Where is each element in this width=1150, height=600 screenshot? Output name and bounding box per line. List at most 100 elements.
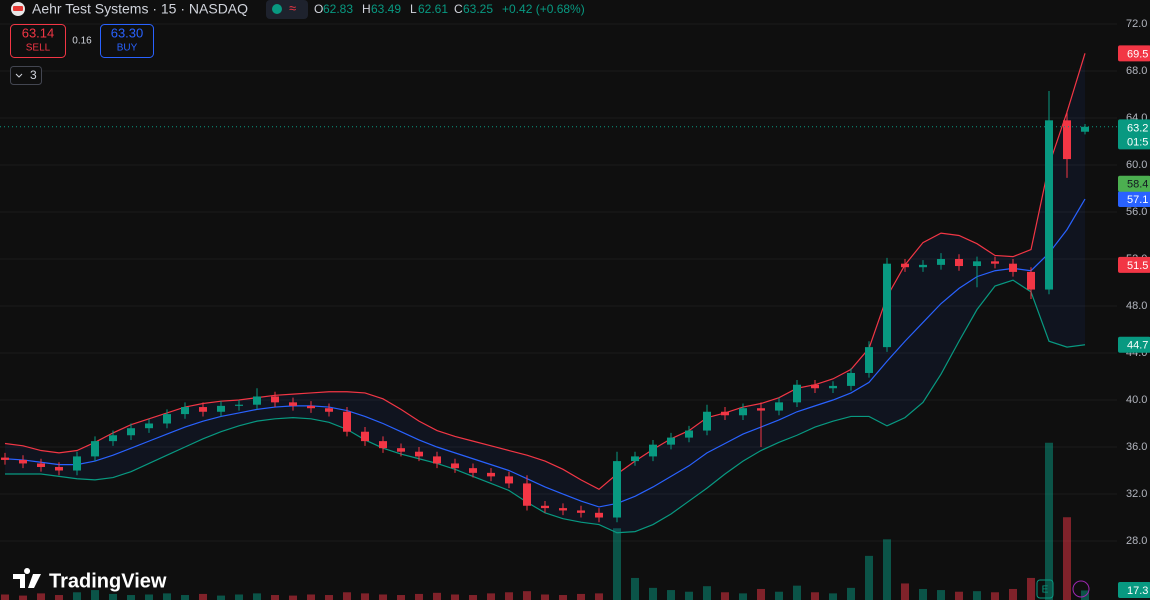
tv-logo-icon: [13, 568, 41, 588]
ohlc-value: 62.61: [418, 2, 448, 16]
candle-body: [775, 402, 783, 411]
earnings-icon[interactable]: [1036, 579, 1054, 599]
y-tick-label: 28.0: [1126, 535, 1147, 547]
level-tag-bg: [1118, 256, 1150, 273]
candle-body: [613, 461, 621, 518]
volume-bar: [487, 593, 495, 600]
volume-bar: [505, 592, 513, 600]
volume-bar: [955, 591, 963, 600]
ohlc-label: O: [314, 2, 323, 16]
volume-bar: [163, 593, 171, 600]
y-tick-label: 56.0: [1126, 206, 1147, 218]
sell-button[interactable]: [10, 24, 66, 58]
candle-body: [703, 411, 711, 431]
candle-body: [199, 407, 207, 412]
volume-bar: [73, 592, 81, 600]
volume-bar: [577, 593, 585, 600]
volume-bar: [559, 595, 567, 600]
candle-body: [811, 384, 819, 389]
spread: 0.16: [72, 36, 92, 47]
y-tick-label: 68.0: [1126, 65, 1147, 77]
volume-bar: [415, 593, 423, 600]
events-icon[interactable]: [1072, 580, 1090, 598]
candle-body: [1009, 263, 1017, 272]
level-tag-bg: [1118, 175, 1150, 192]
volume-bar: [685, 591, 693, 600]
volume-bar: [325, 595, 333, 600]
candle-body: [73, 456, 81, 471]
candle-body: [541, 505, 549, 509]
volume-bar: [883, 539, 891, 600]
band-tag: 44.7: [1127, 340, 1148, 352]
price-tag-bg: [1118, 119, 1150, 150]
candle-body: [829, 385, 837, 389]
volume-bar: [631, 577, 639, 600]
candle-body: [505, 476, 513, 484]
sell-label: SELL: [26, 43, 51, 54]
volume-bar: [847, 587, 855, 600]
candle-body: [469, 468, 477, 473]
band-tag-bg: [1118, 45, 1150, 62]
band-basis: [4, 198, 1086, 508]
y-tick-label: 32.0: [1126, 488, 1147, 500]
volume-bar: [109, 593, 117, 600]
band-tag: 69.5: [1127, 48, 1148, 60]
volume-bar: [721, 592, 729, 600]
level-tag: 58.4: [1127, 179, 1148, 191]
candle-body: [631, 456, 639, 462]
volume-bar: [55, 595, 63, 600]
candle-body: [433, 456, 441, 464]
volume-bar: [595, 593, 603, 600]
volume-bar: [1045, 442, 1053, 600]
candle-body: [217, 405, 225, 412]
indicator-toggle[interactable]: [10, 66, 42, 85]
countdown: 01:5: [1127, 136, 1148, 148]
volume-bar: [829, 593, 837, 600]
candle-body: [919, 264, 927, 268]
symbol-logo-mark: [13, 6, 23, 11]
candle-body: [415, 451, 423, 457]
volume-bar: [613, 528, 621, 600]
volume-bar: [433, 592, 441, 600]
volume-bar: [541, 594, 549, 600]
volume-bar: [1009, 588, 1017, 600]
candle-body: [1081, 126, 1089, 132]
volume-bar: [235, 594, 243, 600]
volume-bar: [901, 583, 909, 600]
buy-price: 63.30: [111, 25, 144, 40]
y-tick-label: 60.0: [1126, 159, 1147, 171]
candle-body: [1063, 120, 1071, 160]
price-change: +0.42 (+0.68%): [502, 2, 585, 16]
volume-bar: [667, 590, 675, 600]
candle-body: [1027, 271, 1035, 290]
candle-body: [595, 512, 603, 518]
band-tag-bg: [1118, 191, 1150, 208]
price-tag: 63.2: [1127, 122, 1148, 134]
candle-body: [1045, 120, 1053, 290]
candle-body: [451, 463, 459, 469]
y-tick-label: 72.0: [1126, 18, 1147, 30]
buy-label: BUY: [117, 43, 138, 54]
volume-bar: [271, 595, 279, 600]
buy-button[interactable]: [100, 24, 154, 58]
candle-body: [793, 384, 801, 403]
ohlc-value: 63.25: [463, 2, 493, 16]
candle-body: [685, 430, 693, 438]
volume-bar: [343, 592, 351, 600]
earnings-letter: E: [1042, 585, 1049, 596]
candle-body: [253, 396, 261, 405]
candle-body: [55, 466, 63, 471]
volume-bar: [811, 592, 819, 600]
volume-bar: [37, 593, 45, 600]
candle-body: [649, 444, 657, 457]
candle-body: [163, 414, 171, 424]
tv-logo[interactable]: TradingView: [49, 570, 167, 592]
candle-body: [307, 405, 315, 409]
candle-body: [667, 437, 675, 445]
candle-body: [361, 431, 369, 442]
volume-tag: 17.3: [1127, 585, 1148, 597]
symbol-title[interactable]: Aehr Test Systems · 15 · NASDAQ: [32, 1, 248, 17]
volume-tag-bg: [1118, 582, 1150, 598]
